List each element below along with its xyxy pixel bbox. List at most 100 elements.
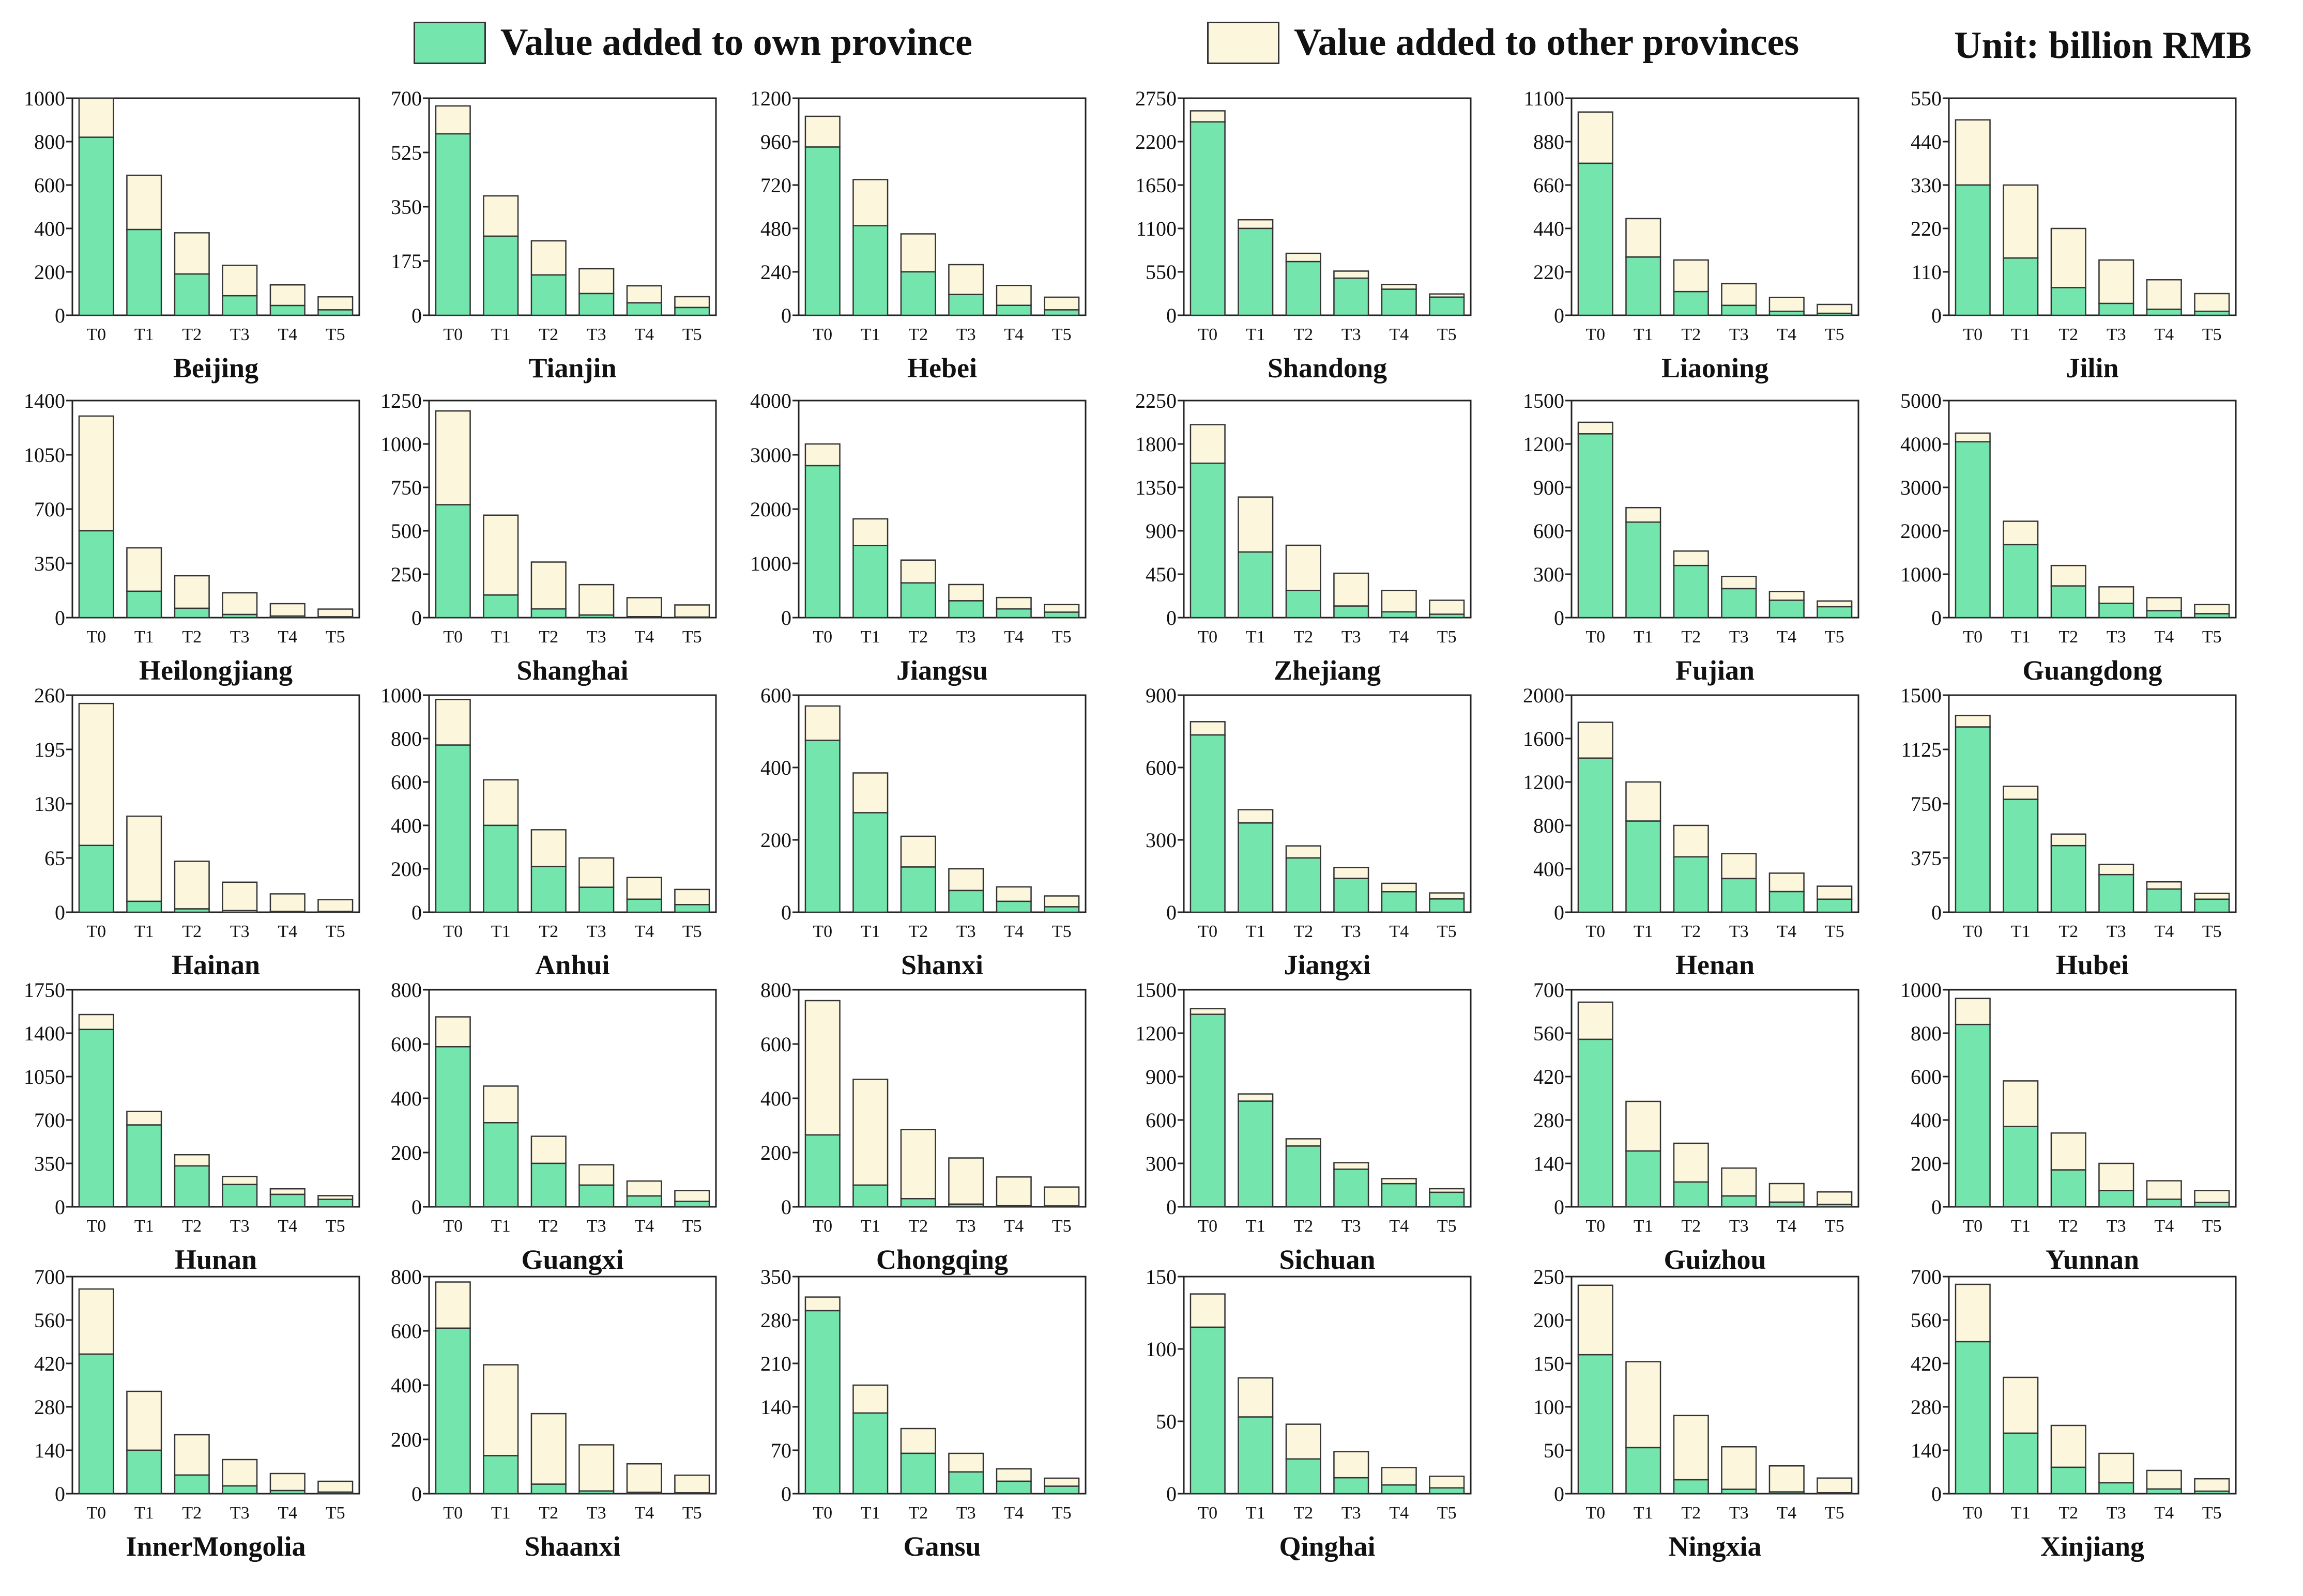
bar-other-t3 <box>1333 270 1369 279</box>
y-tick-label: 400 <box>1911 1109 1942 1132</box>
bar-other-t5 <box>2194 604 2230 615</box>
panel-title: Liaoning <box>1661 352 1768 383</box>
y-tick-label: 800 <box>1911 1022 1942 1045</box>
panel-title: Hubei <box>2056 949 2129 980</box>
y-tick-label: 1500 <box>1135 978 1177 1002</box>
x-tick-label: T5 <box>326 325 345 344</box>
bar-own-t2 <box>1285 1458 1321 1495</box>
bar-own-t1 <box>2003 1432 2039 1495</box>
y-tick-label: 70 <box>771 1439 791 1462</box>
bar-own-t2 <box>2050 845 2086 913</box>
bar-own-t5 <box>317 1199 354 1208</box>
plot-frame <box>798 400 1087 619</box>
x-tick-label: T5 <box>1052 922 1072 941</box>
bar-own-t5 <box>2194 1202 2230 1208</box>
y-tick-label: 0 <box>1554 606 1564 630</box>
x-tick-label: T4 <box>1389 325 1409 344</box>
y-tick-label: 400 <box>1533 857 1564 881</box>
bar-own-t1 <box>483 1122 519 1208</box>
bar-own-t0 <box>78 1029 114 1208</box>
bar-own-t2 <box>2050 585 2086 619</box>
bar-own-t4 <box>1768 600 1805 619</box>
bar-other-t0 <box>1189 721 1226 736</box>
bar-own-t5 <box>2194 898 2230 913</box>
y-tick-label: 0 <box>1554 1482 1564 1506</box>
bar-own-t5 <box>1044 906 1080 913</box>
bar-own-t5 <box>317 309 354 316</box>
x-tick-label: T2 <box>1681 627 1701 647</box>
x-tick-label: T3 <box>587 627 606 647</box>
plot-frame <box>71 989 360 1208</box>
bar-own-t5 <box>1044 1485 1080 1495</box>
x-tick-label: T2 <box>908 1503 928 1523</box>
x-tick-label: T4 <box>2154 1217 2174 1236</box>
panel-title: Heilongjiang <box>139 655 293 686</box>
plot-frame <box>1570 989 1859 1208</box>
plot-frame <box>798 1276 1087 1495</box>
bar-other-t3 <box>948 584 984 602</box>
plot-frame <box>1570 1276 1859 1495</box>
bar-own-t4 <box>269 615 306 619</box>
x-tick-label: T1 <box>134 1217 154 1236</box>
y-tick-label: 1750 <box>24 978 65 1002</box>
panel-guizhou: 0 140 280 420 560 700 T0 T1 T2 T3 T4 T5 Guizhou <box>1533 978 1859 1275</box>
x-tick-label: T1 <box>134 627 154 647</box>
bar-own-t0 <box>78 845 114 913</box>
bar-other-t2 <box>2050 1132 2086 1171</box>
x-tick-label: T2 <box>539 1217 558 1236</box>
y-tick-label: 600 <box>391 1033 422 1056</box>
x-tick-label: T3 <box>1341 1503 1361 1523</box>
bar-own-t4 <box>996 608 1032 619</box>
bar-own-t1 <box>1625 256 1661 316</box>
bar-own-t5 <box>1429 1191 1465 1208</box>
x-tick-label: T1 <box>134 1503 154 1523</box>
x-tick-label: T1 <box>1246 1503 1265 1523</box>
x-tick-label: T0 <box>86 922 106 941</box>
bar-own-t0 <box>1189 463 1226 619</box>
bar-other-t2 <box>2050 833 2086 847</box>
y-tick-label: 0 <box>411 1482 422 1506</box>
y-tick-label: 500 <box>391 519 422 543</box>
x-tick-label: T1 <box>861 325 880 344</box>
panel-zhejiang: 0 450 900 1350 1800 2250 T0 T1 T2 T3 T4 T5 Zhejiang <box>1135 389 1472 686</box>
bar-other-t1 <box>1238 1377 1274 1418</box>
bar-own-t0 <box>1577 433 1613 619</box>
y-tick-label: 1200 <box>750 87 791 110</box>
y-tick-label: 600 <box>1146 1109 1177 1132</box>
y-tick-label: 1100 <box>1523 87 1564 110</box>
bar-own-t2 <box>2050 1169 2086 1208</box>
x-tick-label: T0 <box>1585 922 1605 941</box>
bar-other-t5 <box>1044 1186 1080 1207</box>
bar-other-t1 <box>483 1364 519 1456</box>
plot-frame <box>428 97 717 316</box>
y-tick-label: 0 <box>1166 1195 1177 1219</box>
bar-other-t5 <box>1044 604 1080 613</box>
bar-other-t1 <box>1238 496 1274 553</box>
panel-title: Jiangxi <box>1284 949 1370 980</box>
panel-title: Henan <box>1675 949 1755 980</box>
bar-other-t3 <box>578 268 615 295</box>
bar-other-t0 <box>78 415 114 532</box>
y-tick-label: 400 <box>391 814 422 837</box>
x-tick-label: T0 <box>1963 1217 1982 1236</box>
bar-own-t0 <box>435 1046 471 1208</box>
bar-own-t1 <box>126 900 162 913</box>
y-tick-label: 100 <box>1146 1338 1177 1361</box>
bar-own-t3 <box>948 600 984 619</box>
bar-other-t4 <box>996 886 1032 902</box>
x-tick-label: T0 <box>443 922 463 941</box>
bar-other-t0 <box>1577 111 1613 164</box>
x-tick-label: T5 <box>326 922 345 941</box>
x-tick-label: T4 <box>1777 922 1796 941</box>
y-tick-label: 0 <box>1554 304 1564 327</box>
x-tick-label: T4 <box>1777 1217 1796 1236</box>
panel-shandong: 0 550 1100 1650 2200 2750 T0 T1 T2 T3 T4 T5 Shandong <box>1135 87 1472 383</box>
x-tick-label: T1 <box>1634 325 1653 344</box>
bar-own-t5 <box>1817 898 1853 913</box>
bar-own-t0 <box>435 504 471 619</box>
bar-other-t0 <box>1955 1283 1991 1343</box>
y-tick-label: 800 <box>34 130 65 154</box>
x-tick-label: T2 <box>1681 922 1701 941</box>
x-tick-label: T1 <box>2011 325 2031 344</box>
bar-own-t5 <box>1044 1205 1080 1208</box>
